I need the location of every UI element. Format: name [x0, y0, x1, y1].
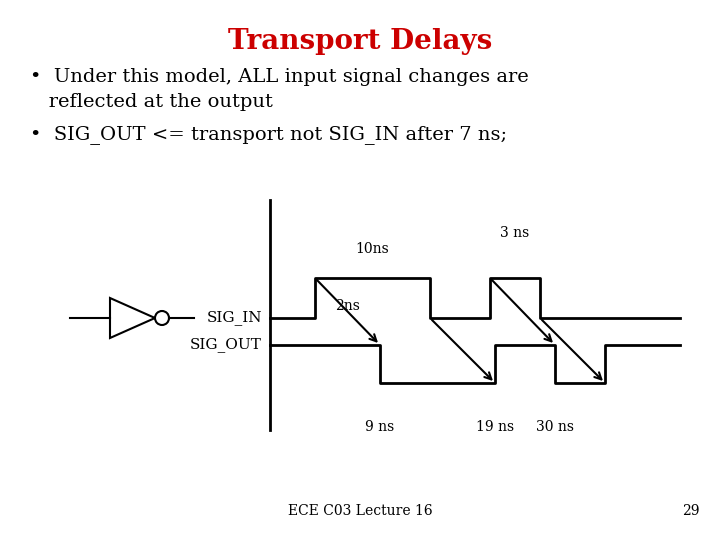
Text: •  Under this model, ALL input signal changes are: • Under this model, ALL input signal cha…	[30, 68, 528, 86]
Text: 9 ns: 9 ns	[365, 420, 395, 434]
Text: 29: 29	[683, 504, 700, 518]
Text: 2ns: 2ns	[335, 300, 360, 314]
Text: 19 ns: 19 ns	[476, 420, 514, 434]
Text: SIG_IN: SIG_IN	[207, 310, 262, 326]
Text: SIG_OUT: SIG_OUT	[190, 338, 262, 353]
Text: •  SIG_OUT <= transport not SIG_IN after 7 ns;: • SIG_OUT <= transport not SIG_IN after …	[30, 125, 507, 144]
Text: reflected at the output: reflected at the output	[30, 93, 273, 111]
Text: 3 ns: 3 ns	[500, 226, 530, 240]
Text: 30 ns: 30 ns	[536, 420, 574, 434]
Text: Transport Delays: Transport Delays	[228, 28, 492, 55]
Text: ECE C03 Lecture 16: ECE C03 Lecture 16	[288, 504, 432, 518]
Text: 10ns: 10ns	[356, 242, 390, 256]
